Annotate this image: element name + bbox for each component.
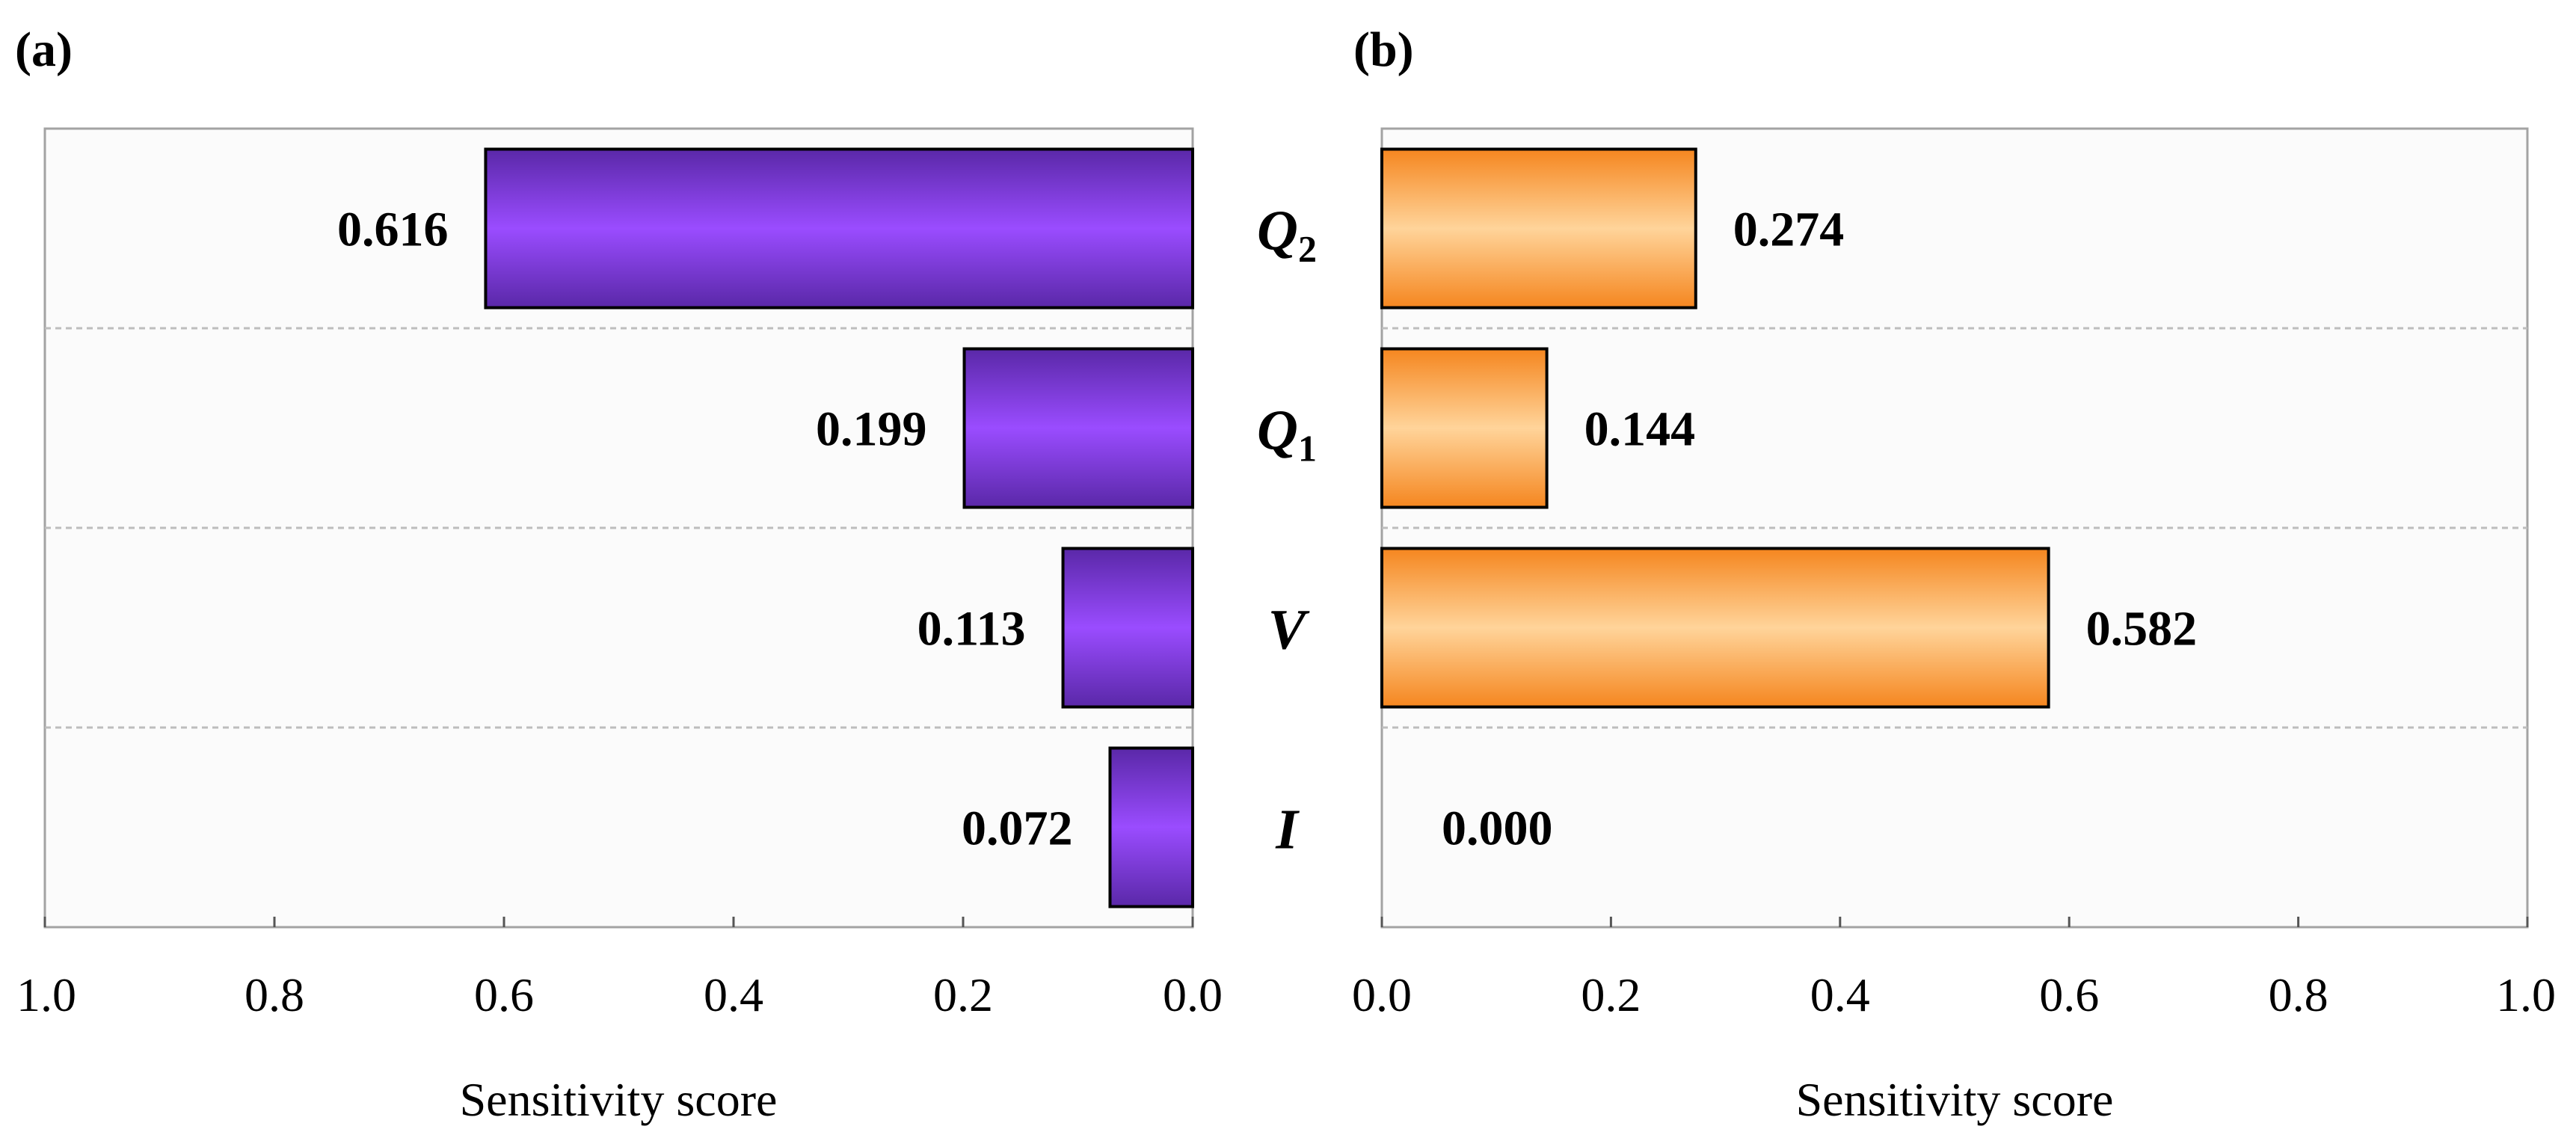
x-tick-label: 0.0 xyxy=(1163,968,1223,1021)
value-label-q2: 0.274 xyxy=(1733,203,1845,257)
value-label-q2: 0.616 xyxy=(337,203,449,257)
panel-a-plot: 1.0 0.8 0.6 0.4 0.2 0.0 0.6160.1990.1130.072 … xyxy=(16,127,1223,1126)
value-label-i: 0.072 xyxy=(962,802,1073,856)
bar-q1 xyxy=(1380,347,1549,509)
bar-i xyxy=(1108,746,1194,908)
category-labels: Q2 Q1 V I xyxy=(1257,200,1317,861)
bar-v xyxy=(1061,547,1195,709)
panel-b-label: (b) xyxy=(1353,22,1414,77)
panel-a-value-labels: 0.616 0.199 0.113 0.072 xyxy=(337,203,1073,856)
x-tick-label: 0.6 xyxy=(474,968,534,1021)
x-tick-label: 1.0 xyxy=(16,968,76,1021)
panel-b-x-axis-title: Sensitivity score xyxy=(1796,1073,2114,1126)
panel-b-bars xyxy=(1380,147,2050,709)
x-tick-label: 0.2 xyxy=(933,968,993,1021)
bar-q1 xyxy=(962,347,1195,509)
x-tick-label: 0.2 xyxy=(1581,968,1641,1021)
value-label-v: 0.582 xyxy=(2086,602,2198,656)
panel-b-plot: 0.0 0.2 0.4 0.6 0.8 1.0 0.2740.1440.5820.000 … xyxy=(1352,127,2556,1126)
x-tick-label: 0.0 xyxy=(1352,968,1412,1021)
bar-v xyxy=(1380,547,2050,709)
category-label-v: V xyxy=(1268,599,1310,662)
x-tick-label: 0.8 xyxy=(2269,968,2328,1021)
panel-a-ticks: 1.0 0.8 0.6 0.4 0.2 0.0 xyxy=(16,917,1223,1021)
x-tick-label: 0.4 xyxy=(704,968,763,1021)
panel-b-gridlines xyxy=(1382,327,2527,729)
category-label-q2: Q2 xyxy=(1257,200,1317,270)
bar-q2 xyxy=(1380,147,1697,310)
x-tick-label: 1.0 xyxy=(2496,968,2556,1021)
category-label-q1: Q1 xyxy=(1257,399,1317,470)
x-tick-label: 0.4 xyxy=(1810,968,1870,1021)
category-label-i: I xyxy=(1275,799,1300,861)
value-label-v: 0.113 xyxy=(917,602,1026,656)
value-label-i: 0.000 xyxy=(1442,802,1553,856)
panel-a-gridlines xyxy=(45,327,1193,729)
panel-b-value-labels: 0.274 0.144 0.582 0.000 xyxy=(1442,203,2197,856)
x-tick-label: 0.6 xyxy=(2039,968,2099,1021)
x-tick-label: 0.8 xyxy=(245,968,304,1021)
panel-a-label: (a) xyxy=(15,22,73,77)
panel-b-ticks: 0.0 0.2 0.4 0.6 0.8 1.0 xyxy=(1352,917,2556,1021)
panel-a-bars xyxy=(484,147,1195,908)
value-label-q1: 0.144 xyxy=(1584,402,1696,457)
value-label-q1: 0.199 xyxy=(816,402,927,457)
panel-a-x-axis-title: Sensitivity score xyxy=(460,1073,778,1126)
bar-q2 xyxy=(484,147,1194,310)
